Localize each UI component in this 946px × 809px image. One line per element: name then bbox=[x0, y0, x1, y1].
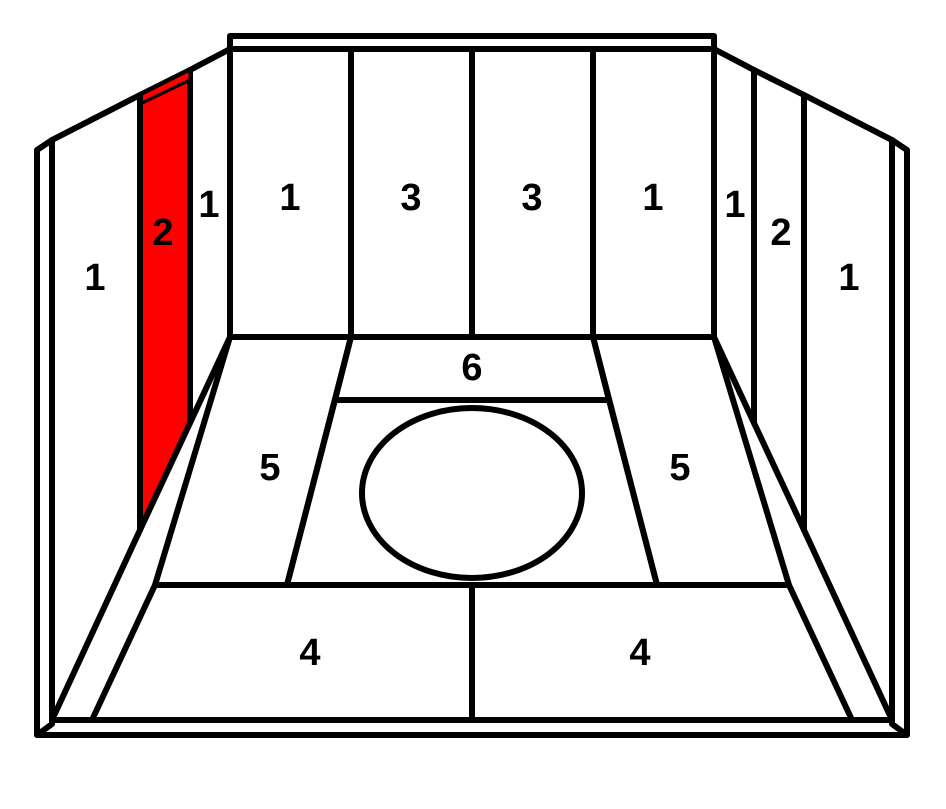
svg-text:1: 1 bbox=[838, 257, 859, 299]
svg-text:3: 3 bbox=[521, 177, 542, 219]
right-outer-edge bbox=[892, 140, 907, 735]
svg-text:2: 2 bbox=[770, 212, 791, 254]
svg-text:5: 5 bbox=[259, 447, 280, 489]
svg-text:1: 1 bbox=[198, 184, 219, 226]
svg-text:6: 6 bbox=[461, 347, 482, 389]
svg-text:1: 1 bbox=[724, 184, 745, 226]
svg-text:2: 2 bbox=[152, 212, 173, 254]
svg-text:3: 3 bbox=[400, 177, 421, 219]
left-outer-edge bbox=[37, 140, 52, 735]
front-edge bbox=[37, 720, 907, 735]
floor-mid bbox=[287, 400, 657, 585]
floor-4-right bbox=[472, 585, 852, 720]
floor-4-left bbox=[92, 585, 472, 720]
svg-text:1: 1 bbox=[279, 177, 300, 219]
svg-text:1: 1 bbox=[642, 177, 663, 219]
svg-text:4: 4 bbox=[629, 632, 650, 674]
svg-text:1: 1 bbox=[84, 257, 105, 299]
svg-text:5: 5 bbox=[669, 447, 690, 489]
svg-text:4: 4 bbox=[299, 632, 320, 674]
